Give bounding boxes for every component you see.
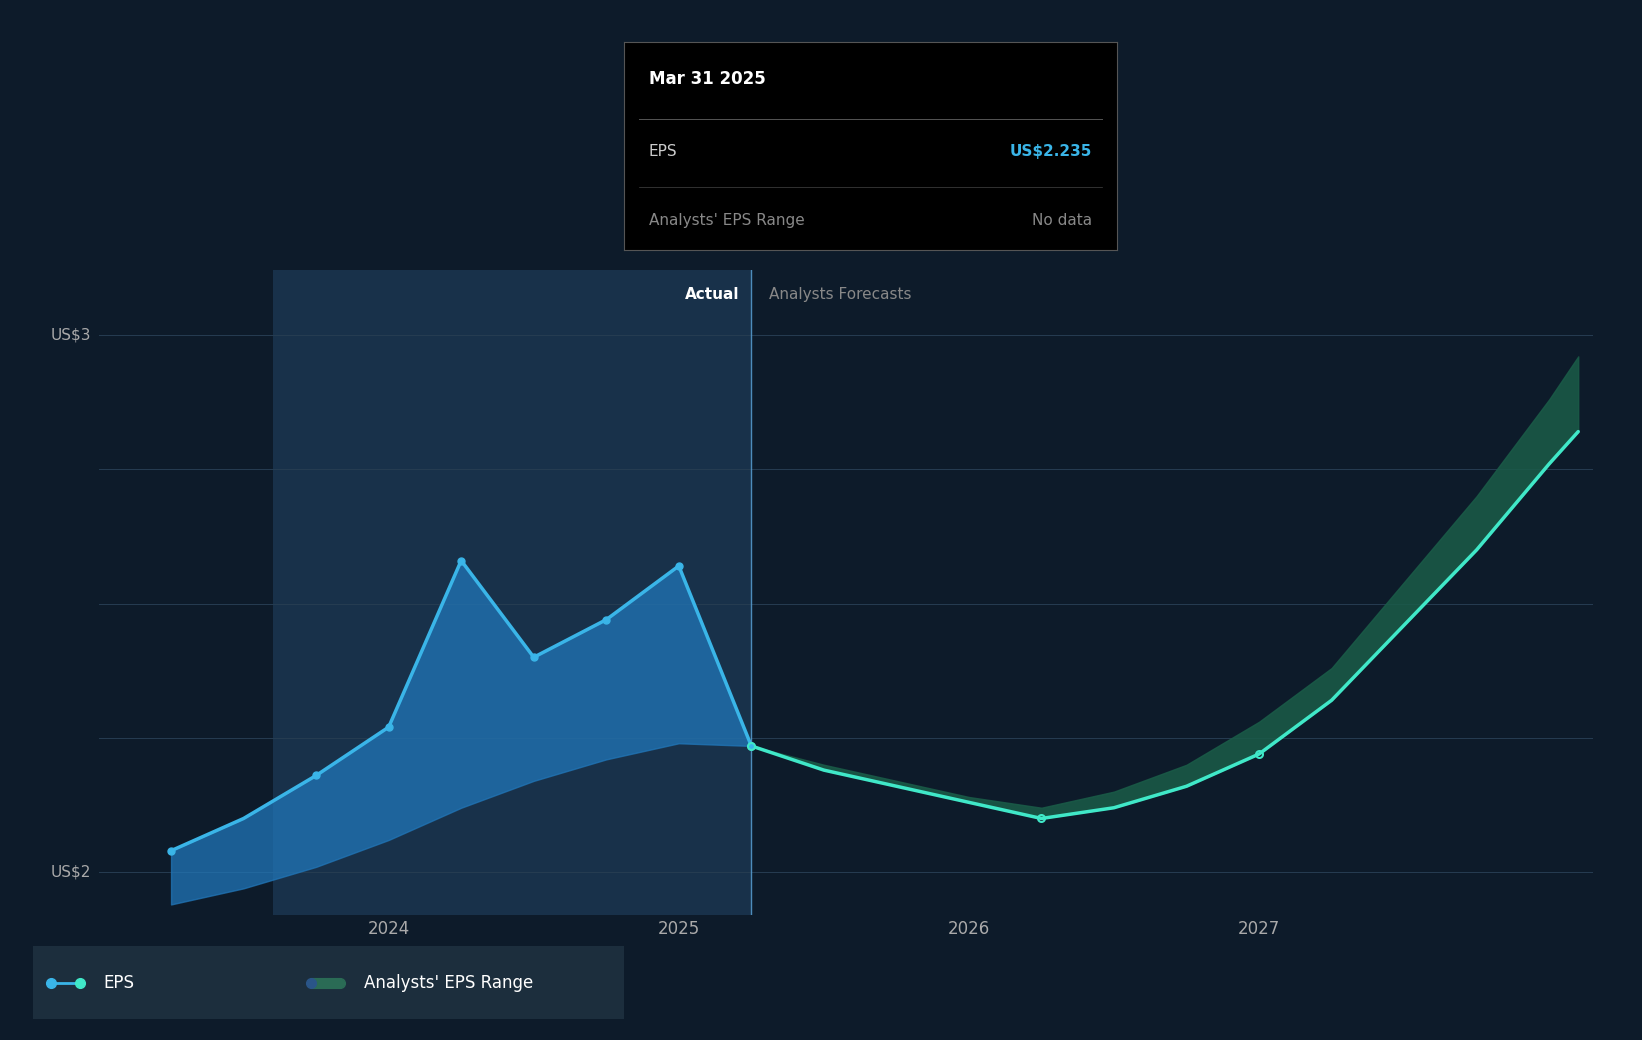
Text: No data: No data [1031,213,1092,228]
Text: Analysts' EPS Range: Analysts' EPS Range [649,213,805,228]
Bar [273,270,752,915]
Text: EPS: EPS [103,973,135,992]
Text: US$3: US$3 [51,328,90,342]
Text: Actual: Actual [685,286,741,302]
Text: US$2.235: US$2.235 [1010,145,1092,159]
Text: Analysts Forecasts: Analysts Forecasts [768,286,911,302]
Text: Analysts' EPS Range: Analysts' EPS Range [365,973,534,992]
Text: Mar 31 2025: Mar 31 2025 [649,70,765,88]
Text: US$2: US$2 [51,864,90,880]
Text: EPS: EPS [649,145,677,159]
